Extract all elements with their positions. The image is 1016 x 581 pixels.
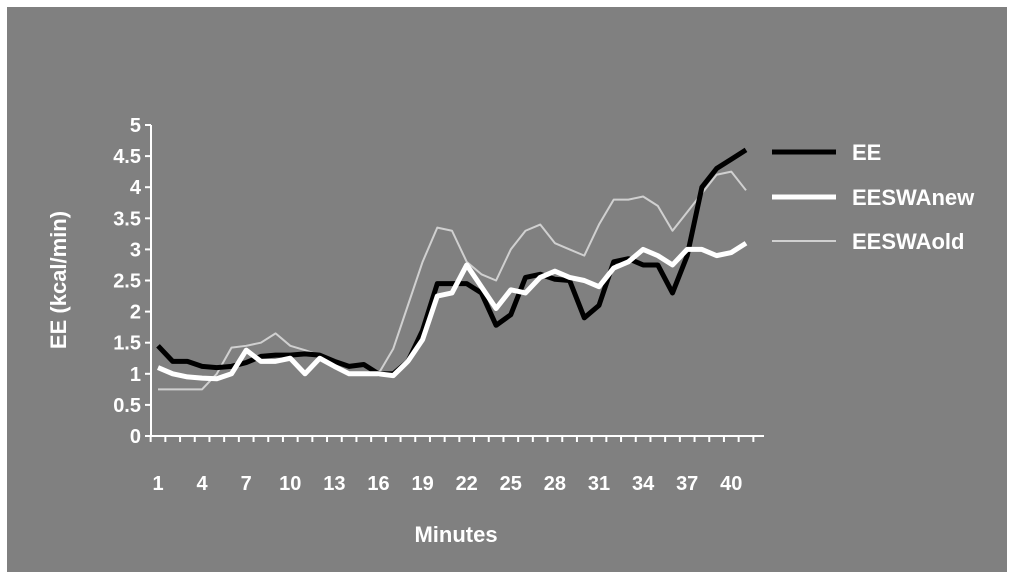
x-tick-label: 40 bbox=[720, 473, 742, 495]
x-tick-label: 16 bbox=[367, 473, 389, 495]
x-tick-label: 28 bbox=[544, 473, 566, 495]
y-tick-label: 5 bbox=[130, 115, 141, 137]
x-tick-label: 7 bbox=[241, 473, 252, 495]
x-tick-label: 25 bbox=[500, 473, 522, 495]
x-tick-label: 13 bbox=[323, 473, 345, 495]
chart-background bbox=[7, 7, 1007, 572]
y-tick-label: 0.5 bbox=[113, 395, 141, 417]
series-line-eeswaold bbox=[158, 170, 747, 391]
series-layer bbox=[156, 147, 748, 391]
legend-label-eeswaold: EESWAold bbox=[852, 229, 964, 254]
axes: 0 0.5 1 1.5 2 2.5 3 3.5 4 4.5 5 1 4 7 10 13 16 19 22 25 28 31… bbox=[113, 115, 764, 495]
y-tick-label: 2.5 bbox=[113, 271, 141, 293]
x-tick-label: 31 bbox=[588, 473, 610, 495]
y-tick-label: 0 bbox=[130, 426, 141, 448]
legend: EE EESWAnew EESWAold bbox=[772, 140, 975, 254]
x-tick-label: 34 bbox=[632, 473, 655, 495]
x-tick-label: 1 bbox=[152, 473, 163, 495]
x-tick-label: 37 bbox=[676, 473, 698, 495]
series-line-ee bbox=[156, 147, 748, 377]
y-tick-label: 2 bbox=[130, 302, 141, 324]
legend-label-ee: EE bbox=[852, 140, 881, 165]
x-tick-label: 22 bbox=[456, 473, 478, 495]
y-tick-label: 1.5 bbox=[113, 333, 141, 355]
x-axis-label: Minutes bbox=[414, 522, 497, 547]
y-tick-label: 4 bbox=[130, 177, 142, 199]
y-tick-label: 3 bbox=[130, 239, 141, 261]
y-tick-label: 1 bbox=[130, 364, 141, 386]
x-tick-label: 19 bbox=[411, 473, 433, 495]
x-tick-label: 10 bbox=[279, 473, 301, 495]
legend-label-eeswanew: EESWAnew bbox=[852, 185, 975, 210]
y-tick-label: 4.5 bbox=[113, 146, 141, 168]
y-tick-label: 3.5 bbox=[113, 208, 141, 230]
x-tick-label: 4 bbox=[197, 473, 209, 495]
y-axis-label: EE (kcal/min) bbox=[46, 211, 71, 349]
series-line-eeswanew bbox=[157, 241, 748, 382]
